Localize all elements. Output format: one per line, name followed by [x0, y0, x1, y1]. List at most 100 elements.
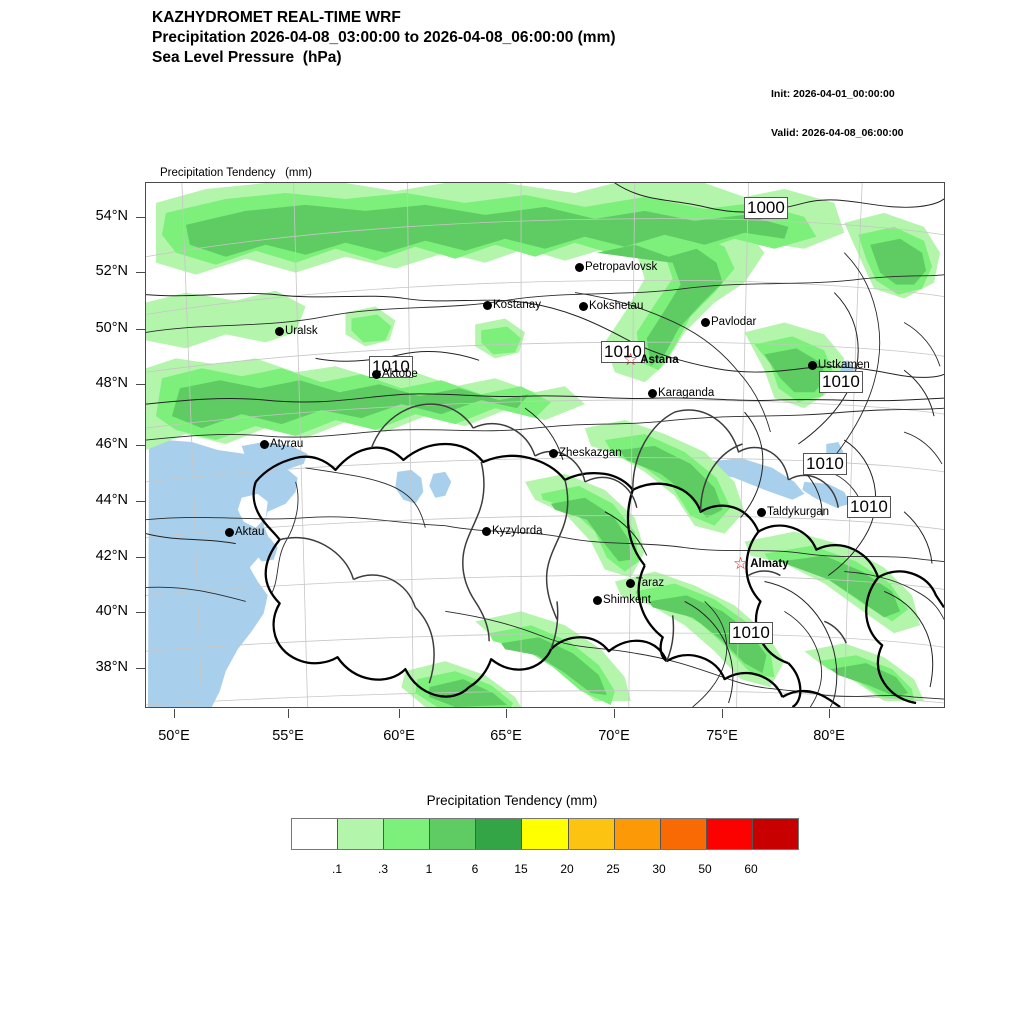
coastlines-thin: [146, 252, 944, 707]
y-tick: [136, 445, 145, 446]
city-label: Taraz: [636, 577, 665, 589]
colorbar-segment: [614, 819, 661, 849]
colorbar-tick-label: 6: [471, 862, 479, 876]
x-tick: [399, 709, 400, 718]
colorbar-segment: [706, 819, 753, 849]
kazakhstan-border: [252, 442, 944, 707]
colorbar-tick-label: 20: [560, 862, 574, 876]
city-dot: [372, 369, 381, 379]
city-dot: [626, 578, 635, 588]
weather-map[interactable]: 1000 1010 1010 1010 1010 1010 1010 Petro…: [145, 182, 945, 708]
y-tick: [136, 668, 145, 669]
colorbar-tick-label: 25: [606, 862, 620, 876]
colorbar-tick-label: 30: [652, 862, 666, 876]
city-marker[interactable]: Petropavlovsk: [575, 261, 657, 273]
colorbar-ticks: .1 .3 1 6 15 20 25 30 50 60: [291, 862, 799, 880]
y-tick: [136, 329, 145, 330]
y-tick-label: 50°N: [95, 320, 128, 336]
city-label: Kyzylorda: [492, 525, 543, 537]
city-marker[interactable]: Kostanay: [483, 299, 541, 311]
colorbar-segment: [522, 819, 569, 849]
city-marker[interactable]: Aktobe: [372, 368, 418, 380]
pressure-label: 1010: [819, 371, 863, 393]
city-label: Zheskazgan: [559, 447, 622, 459]
colorbar-title: Precipitation Tendency (mm): [426, 793, 598, 808]
y-tick: [136, 384, 145, 385]
title-precip-range: Precipitation 2026-04-08_03:00:00 to 202…: [152, 29, 616, 46]
y-tick-label: 40°N: [95, 603, 128, 619]
city-marker[interactable]: Kokshetau: [579, 300, 643, 312]
city-label: Shimkent: [603, 594, 651, 606]
city-marker[interactable]: Aktau: [225, 526, 264, 538]
city-marker[interactable]: Taraz: [626, 577, 664, 589]
colorbar-segment: [292, 819, 339, 849]
city-dot: [808, 360, 817, 370]
city-marker-capital[interactable]: ☆ Astana: [623, 350, 679, 369]
city-label: Petropavlovsk: [585, 261, 658, 273]
city-dot: [648, 388, 657, 398]
city-label: Taldykurgan: [767, 506, 830, 518]
x-tick-label: 60°E: [383, 728, 415, 744]
oblast-borders: [279, 403, 847, 684]
city-dot: [593, 595, 602, 605]
title-block: KAZHYDROMET REAL-TIME WRF Precipitation …: [152, 8, 616, 68]
pressure-label: 1010: [729, 622, 773, 644]
y-tick-label: 48°N: [95, 375, 128, 391]
capital-star-icon: ☆: [623, 350, 639, 369]
colorbar-segment: [430, 819, 477, 849]
city-dot: [275, 326, 284, 336]
pressure-label: 1010: [601, 341, 645, 363]
x-tick-label: 65°E: [490, 728, 522, 744]
y-tick: [136, 217, 145, 218]
y-tick-label: 38°N: [95, 659, 128, 675]
y-tick: [136, 272, 145, 273]
city-marker[interactable]: Shimkent: [593, 594, 651, 606]
city-marker[interactable]: Zheskazgan: [549, 447, 622, 459]
city-dot: [483, 300, 492, 310]
city-marker[interactable]: Uralsk: [275, 325, 318, 337]
city-marker[interactable]: Kyzylorda: [482, 525, 543, 537]
x-tick: [614, 709, 615, 718]
colorbar-tick-label: 60: [744, 862, 758, 876]
city-label: Kokshetau: [589, 300, 644, 312]
x-tick-label: 55°E: [272, 728, 304, 744]
city-label: Almaty: [750, 558, 789, 570]
y-tick: [136, 612, 145, 613]
city-dot: [701, 317, 710, 327]
city-label: Aktobe: [382, 368, 418, 380]
x-tick: [174, 709, 175, 718]
water-bodies: [147, 360, 855, 707]
colorbar[interactable]: [291, 818, 799, 850]
city-marker[interactable]: Atyrau: [260, 438, 303, 450]
y-tick-label: 44°N: [95, 492, 128, 508]
city-marker-capital[interactable]: ☆ Almaty: [733, 555, 789, 572]
y-tick-label: 54°N: [95, 208, 128, 224]
x-tick-label: 70°E: [598, 728, 630, 744]
city-dot: [225, 527, 234, 537]
city-marker[interactable]: Ustkamen: [808, 359, 870, 371]
city-label: Aktau: [235, 526, 265, 538]
field-label-precip: Precipitation Tendency (mm): [160, 167, 312, 179]
city-label: Uralsk: [285, 325, 318, 337]
x-tick: [506, 709, 507, 718]
pressure-label: 1000: [744, 197, 788, 219]
city-label: Karaganda: [658, 387, 715, 399]
city-marker[interactable]: Taldykurgan: [757, 506, 829, 518]
colorbar-segment: [384, 819, 431, 849]
city-marker[interactable]: Karaganda: [648, 387, 714, 399]
city-dot: [549, 448, 558, 458]
init-valid-block: Init: 2026-04-01_00:00:00 Valid: 2026-04…: [771, 62, 904, 153]
y-tick-label: 46°N: [95, 436, 128, 452]
x-tick-label: 50°E: [158, 728, 190, 744]
pressure-label: 1010: [803, 453, 847, 475]
precip-dark: [171, 204, 927, 707]
city-label: Pavlodar: [711, 316, 757, 328]
map-canvas: [146, 183, 944, 707]
title-slp: Sea Level Pressure (hPa): [152, 49, 342, 66]
city-label: Kostanay: [493, 299, 541, 311]
colorbar-segment: [338, 819, 385, 849]
colorbar-tick-label: 1: [425, 862, 433, 876]
city-marker[interactable]: Pavlodar: [701, 316, 756, 328]
y-tick-label: 52°N: [95, 263, 128, 279]
x-tick-label: 80°E: [813, 728, 845, 744]
